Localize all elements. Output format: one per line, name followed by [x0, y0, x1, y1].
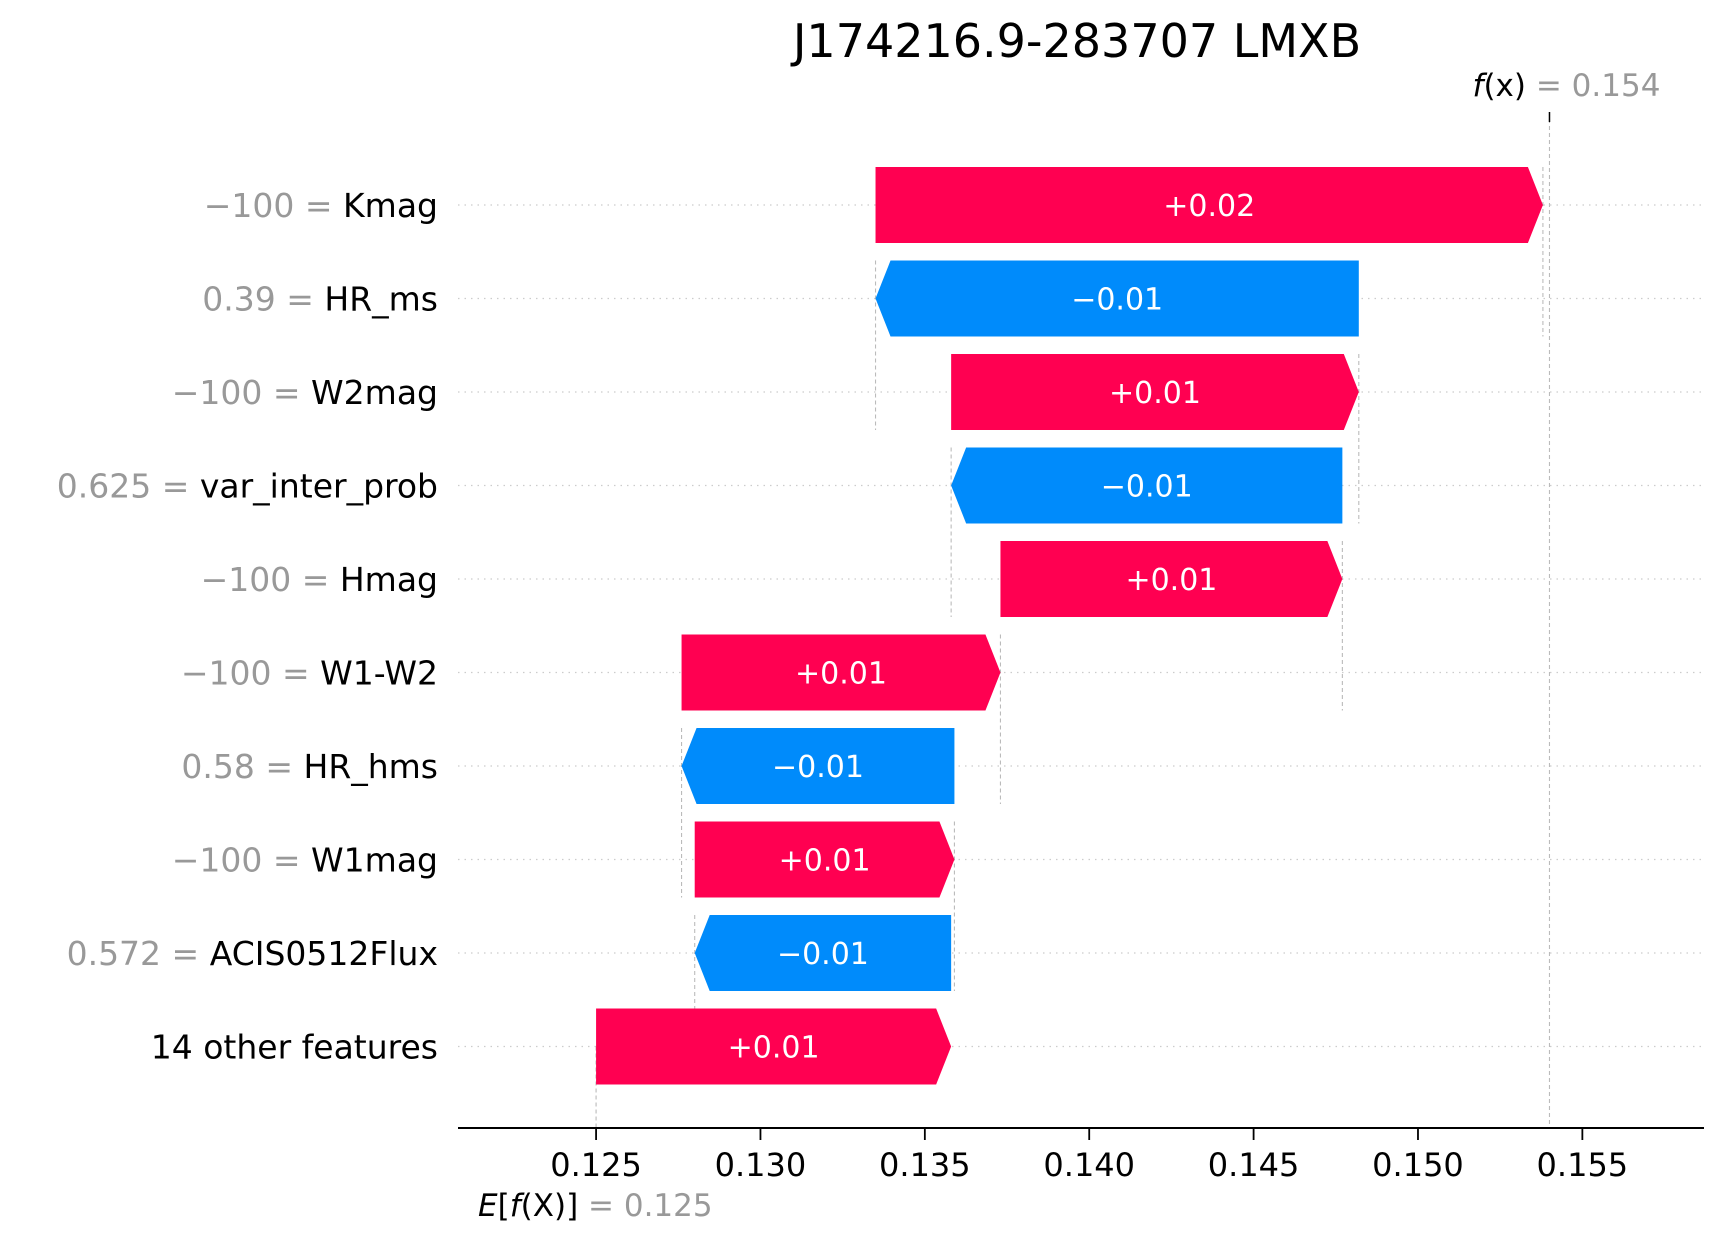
feature-name: Kmag: [343, 186, 438, 225]
x-tick-label: 0.150: [1372, 1146, 1464, 1184]
feature-value: 0.572: [67, 934, 161, 973]
equals-sign: =: [262, 373, 311, 412]
bar-value-label: +0.01: [779, 844, 871, 879]
expected-value-annotation: E[f(X)] = 0.125: [478, 1188, 713, 1224]
ef-arg: (X): [521, 1188, 566, 1224]
feature-label: 0.625 = var_inter_prob: [57, 467, 438, 506]
positive-bar: [694, 821, 955, 898]
feature-name: W1mag: [311, 841, 438, 880]
x-tick-label: 0.155: [1537, 1146, 1629, 1184]
feature-value: 0.58: [181, 747, 254, 786]
feature-name: var_inter_prob: [200, 467, 438, 506]
x-axis: 0.125 0.130 0.135 0.140 0.145 0.150 0.155: [458, 1127, 1704, 1184]
fx-annotation: f(x) = 0.154: [1473, 68, 1661, 122]
expected-value-label: E[f(X)] = 0.125: [478, 1188, 713, 1224]
feature-label: 0.58 = HR_hms: [181, 747, 438, 786]
negative-bar: [951, 447, 1343, 524]
equals-sign: =: [151, 467, 200, 506]
bar-value-label: +0.01: [795, 657, 887, 692]
chart-title: J174216.9-283707 LMXB: [790, 14, 1361, 68]
bars: +0.02 −0.01 +0.01 −0.01 +0.01 +0.01 −0.01 +0.01…: [596, 167, 1543, 1085]
ef-prefix: E: [478, 1188, 498, 1224]
equals-sign: =: [294, 186, 343, 225]
feature-label: −100 = W2mag: [172, 373, 438, 412]
feature-label: −100 = Kmag: [204, 186, 438, 225]
feature-value: −100: [172, 373, 263, 412]
feature-name: ACIS0512Flux: [210, 934, 438, 973]
feature-label: 0.39 = HR_ms: [202, 280, 438, 319]
positive-bar: [1000, 541, 1343, 617]
fx-arg: (x): [1483, 68, 1526, 104]
feature-value: −100: [201, 560, 292, 599]
equals-sign: =: [161, 934, 210, 973]
x-tick-label: 0.125: [550, 1146, 642, 1184]
equals-sign: =: [276, 280, 325, 319]
positive-bar: [951, 354, 1359, 430]
ef-close: ]: [566, 1188, 578, 1224]
feature-label: 0.572 = ACIS0512Flux: [67, 934, 438, 973]
fx-equals: =: [1526, 68, 1572, 104]
feature-value: 0.625: [57, 467, 151, 506]
fx-value: 0.154: [1572, 68, 1661, 104]
x-tick-label: 0.140: [1043, 1146, 1135, 1184]
bar-value-label: −0.01: [1101, 470, 1193, 505]
feature-value: −100: [204, 186, 295, 225]
feature-label: −100 = W1-W2: [181, 654, 438, 693]
bar-value-label: +0.01: [1109, 376, 1201, 411]
x-tick-label: 0.145: [1208, 1146, 1300, 1184]
feature-name: W2mag: [311, 373, 438, 412]
equals-sign: =: [255, 747, 304, 786]
feature-label: −100 = W1mag: [172, 841, 438, 880]
fx-label: f(x) = 0.154: [1473, 68, 1661, 104]
ef-open: [: [498, 1188, 510, 1224]
equals-sign: =: [272, 654, 321, 693]
connector-lines: [595, 112, 1551, 1138]
feature-value: −100: [172, 841, 263, 880]
negative-bar: [694, 915, 952, 991]
feature-name: W1-W2: [320, 654, 438, 693]
bar-value-label: +0.01: [728, 1031, 820, 1066]
positive-bar: [681, 634, 1001, 711]
bar-value-label: −0.01: [1071, 283, 1163, 318]
x-tick-label: 0.130: [715, 1146, 807, 1184]
ef-value: 0.125: [624, 1188, 713, 1224]
bar-value-label: −0.01: [772, 750, 864, 785]
feature-name: HR_hms: [304, 747, 439, 786]
ef-equals: =: [578, 1188, 624, 1224]
feature-value: 0.39: [202, 280, 275, 319]
feature-value: −100: [181, 654, 272, 693]
positive-bar: [875, 167, 1543, 243]
bar-value-label: +0.01: [1125, 563, 1217, 598]
equals-sign: =: [262, 841, 311, 880]
feature-label: −100 = Hmag: [201, 560, 438, 599]
positive-bar: [596, 1008, 952, 1085]
negative-bar: [681, 728, 955, 804]
negative-bar: [875, 260, 1359, 337]
bar-value-label: −0.01: [777, 937, 869, 972]
feature-name: HR_ms: [324, 280, 438, 319]
x-tick-label: 0.135: [879, 1146, 971, 1184]
feature-name: Hmag: [340, 560, 438, 599]
bar-value-label: +0.02: [1163, 189, 1255, 224]
feature-labels: −100 = Kmag 0.39 = HR_ms −100 = W2mag 0.625…: [57, 186, 438, 1067]
feature-name: 14 other features: [151, 1028, 438, 1067]
feature-label: 14 other features: [151, 1028, 438, 1067]
equals-sign: =: [291, 560, 340, 599]
